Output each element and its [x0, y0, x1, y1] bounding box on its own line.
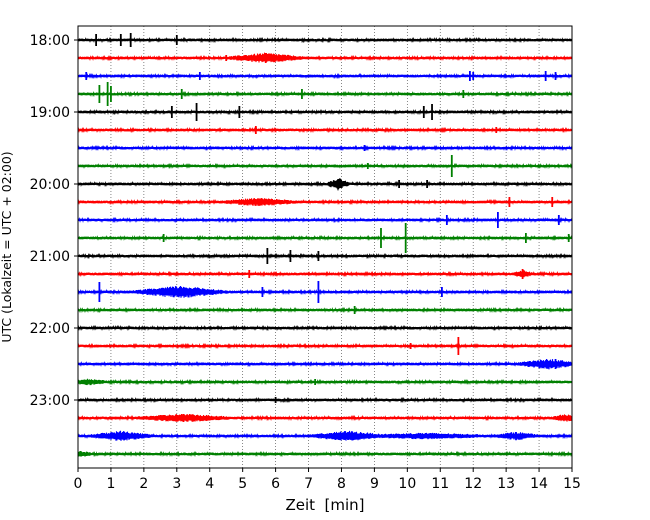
y-tick-label: 21:00	[30, 249, 70, 265]
trace-1915	[77, 126, 573, 134]
trace-1845	[77, 90, 573, 98]
y-tick-label: 20:00	[30, 177, 70, 193]
x-tick-label: 3	[172, 476, 181, 492]
x-tick-label: 9	[370, 476, 379, 492]
trace-2245	[77, 378, 573, 386]
trace-2030	[77, 216, 573, 224]
trace-1800	[77, 36, 573, 44]
x-tick-label: 8	[337, 476, 346, 492]
x-tick-label: 10	[398, 476, 416, 492]
trace-2330	[77, 430, 573, 441]
trace-1830	[77, 72, 573, 80]
trace-2315	[77, 413, 573, 423]
trace-2300	[77, 396, 573, 404]
vertical-gridlines	[110, 26, 540, 468]
x-tick-label: 15	[563, 476, 581, 492]
y-tick-label: 18:00	[30, 33, 70, 49]
trace-2215	[77, 342, 573, 350]
x-tick-label: 2	[139, 476, 148, 492]
trace-2000	[77, 178, 573, 191]
trace-2100	[77, 252, 573, 260]
x-tick-label: 6	[271, 476, 280, 492]
x-axis-label: Zeit [min]	[285, 496, 364, 514]
trace-2145	[77, 306, 573, 314]
trace-1945	[77, 162, 573, 170]
y-tick-label: 22:00	[30, 321, 70, 337]
x-axis-ticks: 0 1 2 3 4 5 6 7 8 9 10 11 12 13 14 15	[74, 468, 581, 492]
trace-1930	[77, 144, 573, 152]
y-tick-label: 23:00	[30, 393, 70, 409]
trace-1900	[77, 108, 573, 116]
x-tick-label: 12	[464, 476, 482, 492]
trace-2130	[77, 285, 573, 298]
plot-frame	[77, 25, 573, 469]
trace-2200	[77, 324, 573, 332]
x-tick-label: 7	[304, 476, 313, 492]
x-tick-label: 11	[431, 476, 449, 492]
x-tick-label: 14	[530, 476, 548, 492]
y-axis-ticks: 18:00 19:00 20:00 21:00 22:00 23:00	[30, 33, 78, 409]
seismogram-traces	[77, 33, 573, 458]
trace-2015	[77, 198, 573, 207]
x-tick-label: 1	[106, 476, 115, 492]
trace-2345	[77, 450, 573, 458]
trace-2230	[77, 358, 573, 370]
x-tick-label: 5	[238, 476, 247, 492]
trace-2045	[77, 234, 573, 242]
trace-1815	[77, 52, 573, 63]
x-tick-label: 13	[497, 476, 515, 492]
x-tick-label: 0	[74, 476, 83, 492]
y-axis-label: UTC (Lokalzeit = UTC + 02:00)	[0, 151, 14, 342]
y-tick-label: 19:00	[30, 105, 70, 121]
x-tick-label: 4	[205, 476, 214, 492]
trace-2115	[77, 270, 573, 278]
